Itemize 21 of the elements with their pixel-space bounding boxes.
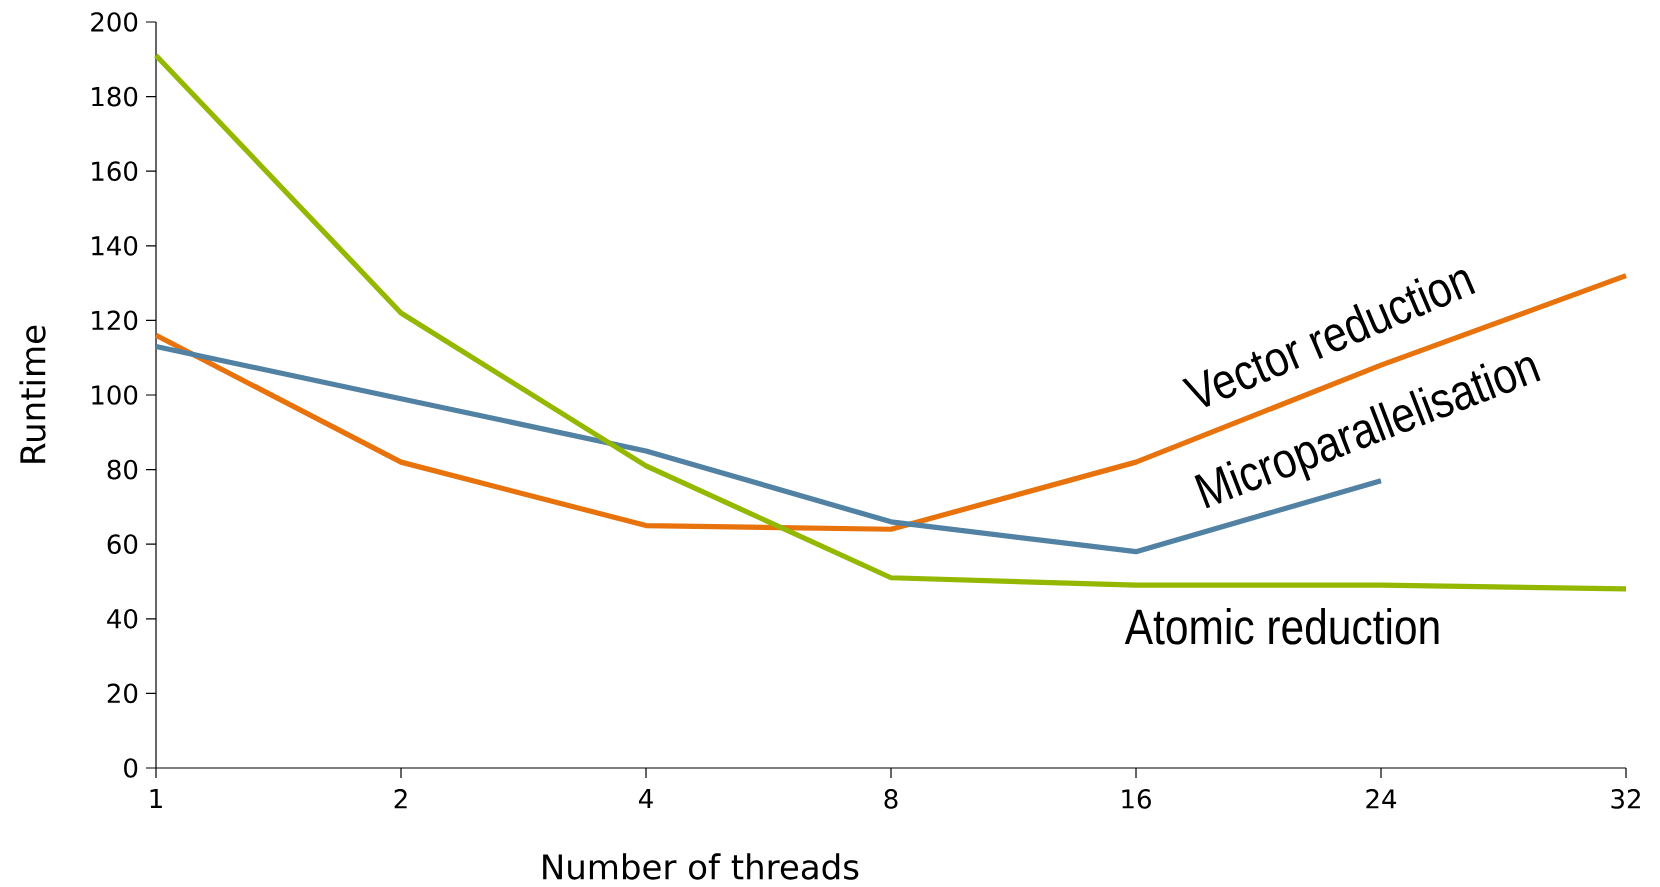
y-tick-label: 180 (92, 86, 138, 107)
y-tick-label: 100 (92, 385, 138, 405)
y-tick-label: 120 (92, 310, 138, 331)
x-tick-label: 24 (1366, 789, 1397, 809)
y-tick-label: 80 (107, 459, 138, 480)
x-tick-label: 2 (394, 789, 407, 809)
x-axis-title: Number of threads (543, 853, 859, 880)
x-tick-label: 8 (884, 789, 898, 809)
y-tick-label: 200 (91, 12, 138, 32)
x-tick-label: 32 (1611, 789, 1640, 809)
y-tick-label: 160 (92, 161, 138, 182)
series-label: Atomic reduction (1124, 607, 1439, 645)
y-tick-label: 40 (107, 608, 138, 629)
y-tick-label: 0 (124, 758, 138, 778)
x-tick-label: 4 (638, 789, 653, 809)
x-tick-label: 1 (150, 789, 162, 809)
y-tick-label: 140 (92, 235, 138, 256)
y-tick-label: 60 (107, 534, 138, 555)
y-axis-title: Runtime (19, 325, 46, 463)
x-tick-label: 16 (1122, 789, 1151, 809)
y-tick-label: 20 (107, 683, 138, 704)
